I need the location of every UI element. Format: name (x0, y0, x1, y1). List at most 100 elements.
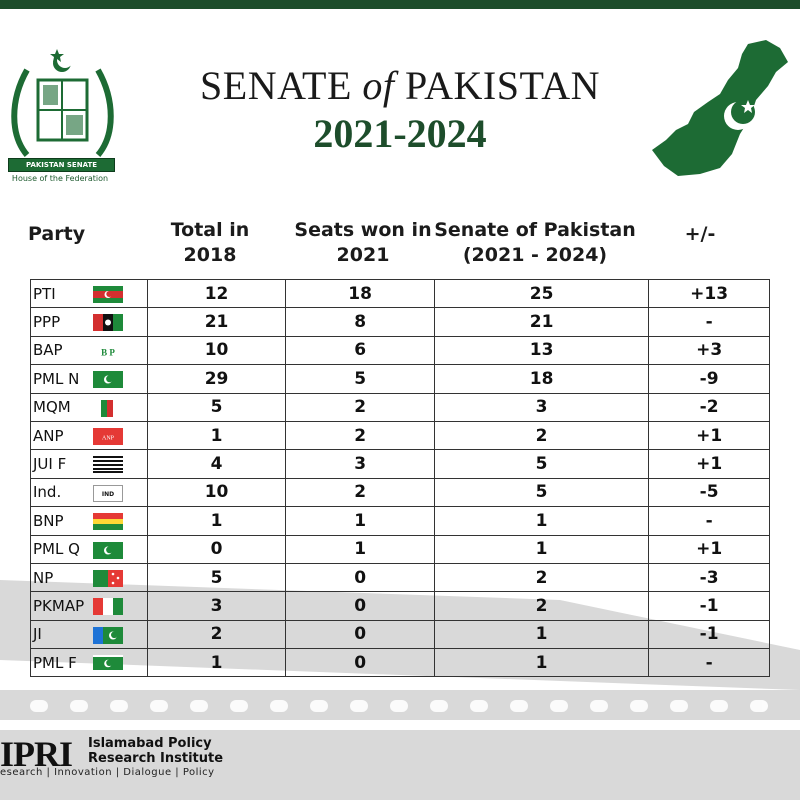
party-name: PML F (33, 653, 77, 672)
header-total-2018: Total in 2018 (170, 219, 250, 266)
party-name: PTI (33, 284, 56, 303)
change-cell: -5 (648, 477, 770, 508)
svg-text:B P: B P (101, 347, 115, 357)
pakistan-map-icon (652, 40, 788, 176)
total-2018-cell: 5 (146, 392, 287, 422)
party-cell: PTI (30, 278, 148, 309)
total-2018-cell: 10 (146, 335, 287, 366)
table-row: PTI 12 18 25 +13 (30, 278, 770, 309)
table-row: PML N 29 5 18 -9 (30, 364, 770, 394)
total-2018-cell: 0 (146, 534, 287, 564)
party-cell: PPP (30, 307, 148, 337)
change-cell: +3 (648, 335, 770, 366)
header-party: Party (28, 223, 86, 245)
change-cell: +1 (648, 449, 770, 479)
seats-won-2021-cell: 5 (285, 364, 435, 394)
top-bar (0, 0, 800, 9)
party-cell: JI (30, 619, 148, 650)
senate-2021-2024-cell: 1 (433, 506, 650, 536)
total-2018-cell: 2 (146, 619, 287, 650)
seats-won-2021-cell: 3 (285, 449, 435, 479)
senate-2021-2024-cell: 2 (433, 420, 650, 451)
table-row: BNP 1 1 1- (30, 506, 770, 536)
seats-won-2021-cell: 0 (285, 648, 435, 678)
senate-2021-2024-cell: 13 (433, 335, 650, 366)
seats-won-2021-cell: 8 (285, 307, 435, 337)
senate-2021-2024-cell: 2 (433, 591, 650, 621)
party-cell: JUI F (30, 449, 148, 479)
party-cell: BAP B P (30, 335, 148, 366)
header-change: +/- (684, 223, 716, 245)
change-cell: -9 (648, 364, 770, 394)
senate-2021-2024-cell: 18 (433, 364, 650, 394)
total-2018-cell: 12 (146, 278, 287, 309)
ipri-tagline: esearch | Innovation | Dialogue | Policy (0, 767, 215, 778)
table-row: JUI F 4 3 5 +1 (30, 449, 770, 479)
party-name: NP (33, 568, 54, 587)
party-cell: MQM (30, 392, 148, 422)
change-cell: - (648, 506, 770, 536)
ipri-name: Islamabad Policy Research Institute (88, 736, 224, 766)
svg-text:ANP: ANP (102, 435, 115, 441)
party-name: ANP (33, 426, 64, 445)
party-cell: PML N (30, 364, 148, 394)
table-row: Ind. IND 10 2 5 -5 (30, 477, 770, 508)
ipri-logo: IPRI (0, 734, 73, 774)
change-cell: - (648, 648, 770, 678)
header-seats-won-2021: Seats won in 2021 (294, 219, 432, 266)
party-name: JI (33, 625, 42, 644)
party-cell: PML Q (30, 534, 148, 564)
party-name: Ind. (33, 483, 62, 502)
seats-won-2021-cell: 0 (285, 562, 435, 593)
table-row: BAP B P 10 6 13 +3 (30, 335, 770, 366)
senate-emblem-logo (11, 49, 114, 157)
party-cell: PML F (30, 648, 148, 678)
senate-2021-2024-cell: 5 (433, 449, 650, 479)
table-row: NP 5 0 2 -3 (30, 562, 770, 593)
header-senate-2021-2024: Senate of Pakistan (2021 - 2024) (434, 219, 636, 266)
party-cell: ANP ANP (30, 420, 148, 451)
seats-won-2021-cell: 2 (285, 477, 435, 508)
table-row: ANP ANP 1 2 2 +1 (30, 420, 770, 451)
total-2018-cell: 3 (146, 591, 287, 621)
seats-won-2021-cell: 1 (285, 534, 435, 564)
seats-won-2021-cell: 18 (285, 278, 435, 309)
total-2018-cell: 1 (146, 420, 287, 451)
change-cell: - (648, 307, 770, 337)
senate-2021-2024-cell: 21 (433, 307, 650, 337)
seats-won-2021-cell: 0 (285, 619, 435, 650)
seats-won-2021-cell: 1 (285, 506, 435, 536)
emblem-subtitle: House of the Federation (11, 174, 109, 183)
party-name: PKMAP (33, 596, 85, 615)
senate-2021-2024-cell: 25 (433, 278, 650, 309)
senate-2021-2024-cell: 1 (433, 619, 650, 650)
party-name: JUI F (33, 455, 67, 474)
seats-won-2021-cell: 6 (285, 335, 435, 366)
change-cell: +1 (648, 420, 770, 451)
total-2018-cell: 10 (146, 477, 287, 508)
page-subtitle-years: 2021-2024 (313, 111, 487, 156)
party-name: MQM (33, 398, 71, 417)
party-cell: NP (30, 562, 148, 593)
seats-won-2021-cell: 2 (285, 392, 435, 422)
page-title: SENATE of PAKISTAN (200, 63, 600, 108)
seats-won-2021-cell: 2 (285, 420, 435, 451)
total-2018-cell: 29 (146, 364, 287, 394)
change-cell: +13 (648, 278, 770, 309)
change-cell: +1 (648, 534, 770, 564)
table-row: PKMAP 3 0 2 -1 (30, 591, 770, 621)
change-cell: -2 (648, 392, 770, 422)
party-cell: Ind. IND (30, 477, 148, 508)
party-name: PML N (33, 369, 80, 388)
party-cell: BNP (30, 506, 148, 536)
seats-won-2021-cell: 0 (285, 591, 435, 621)
total-2018-cell: 21 (146, 307, 287, 337)
svg-text:IND: IND (102, 491, 114, 498)
party-cell: PKMAP (30, 591, 148, 621)
senate-2021-2024-cell: 1 (433, 648, 650, 678)
total-2018-cell: 1 (146, 648, 287, 678)
change-cell: -1 (648, 619, 770, 650)
party-name: BAP (33, 341, 63, 360)
total-2018-cell: 5 (146, 562, 287, 593)
